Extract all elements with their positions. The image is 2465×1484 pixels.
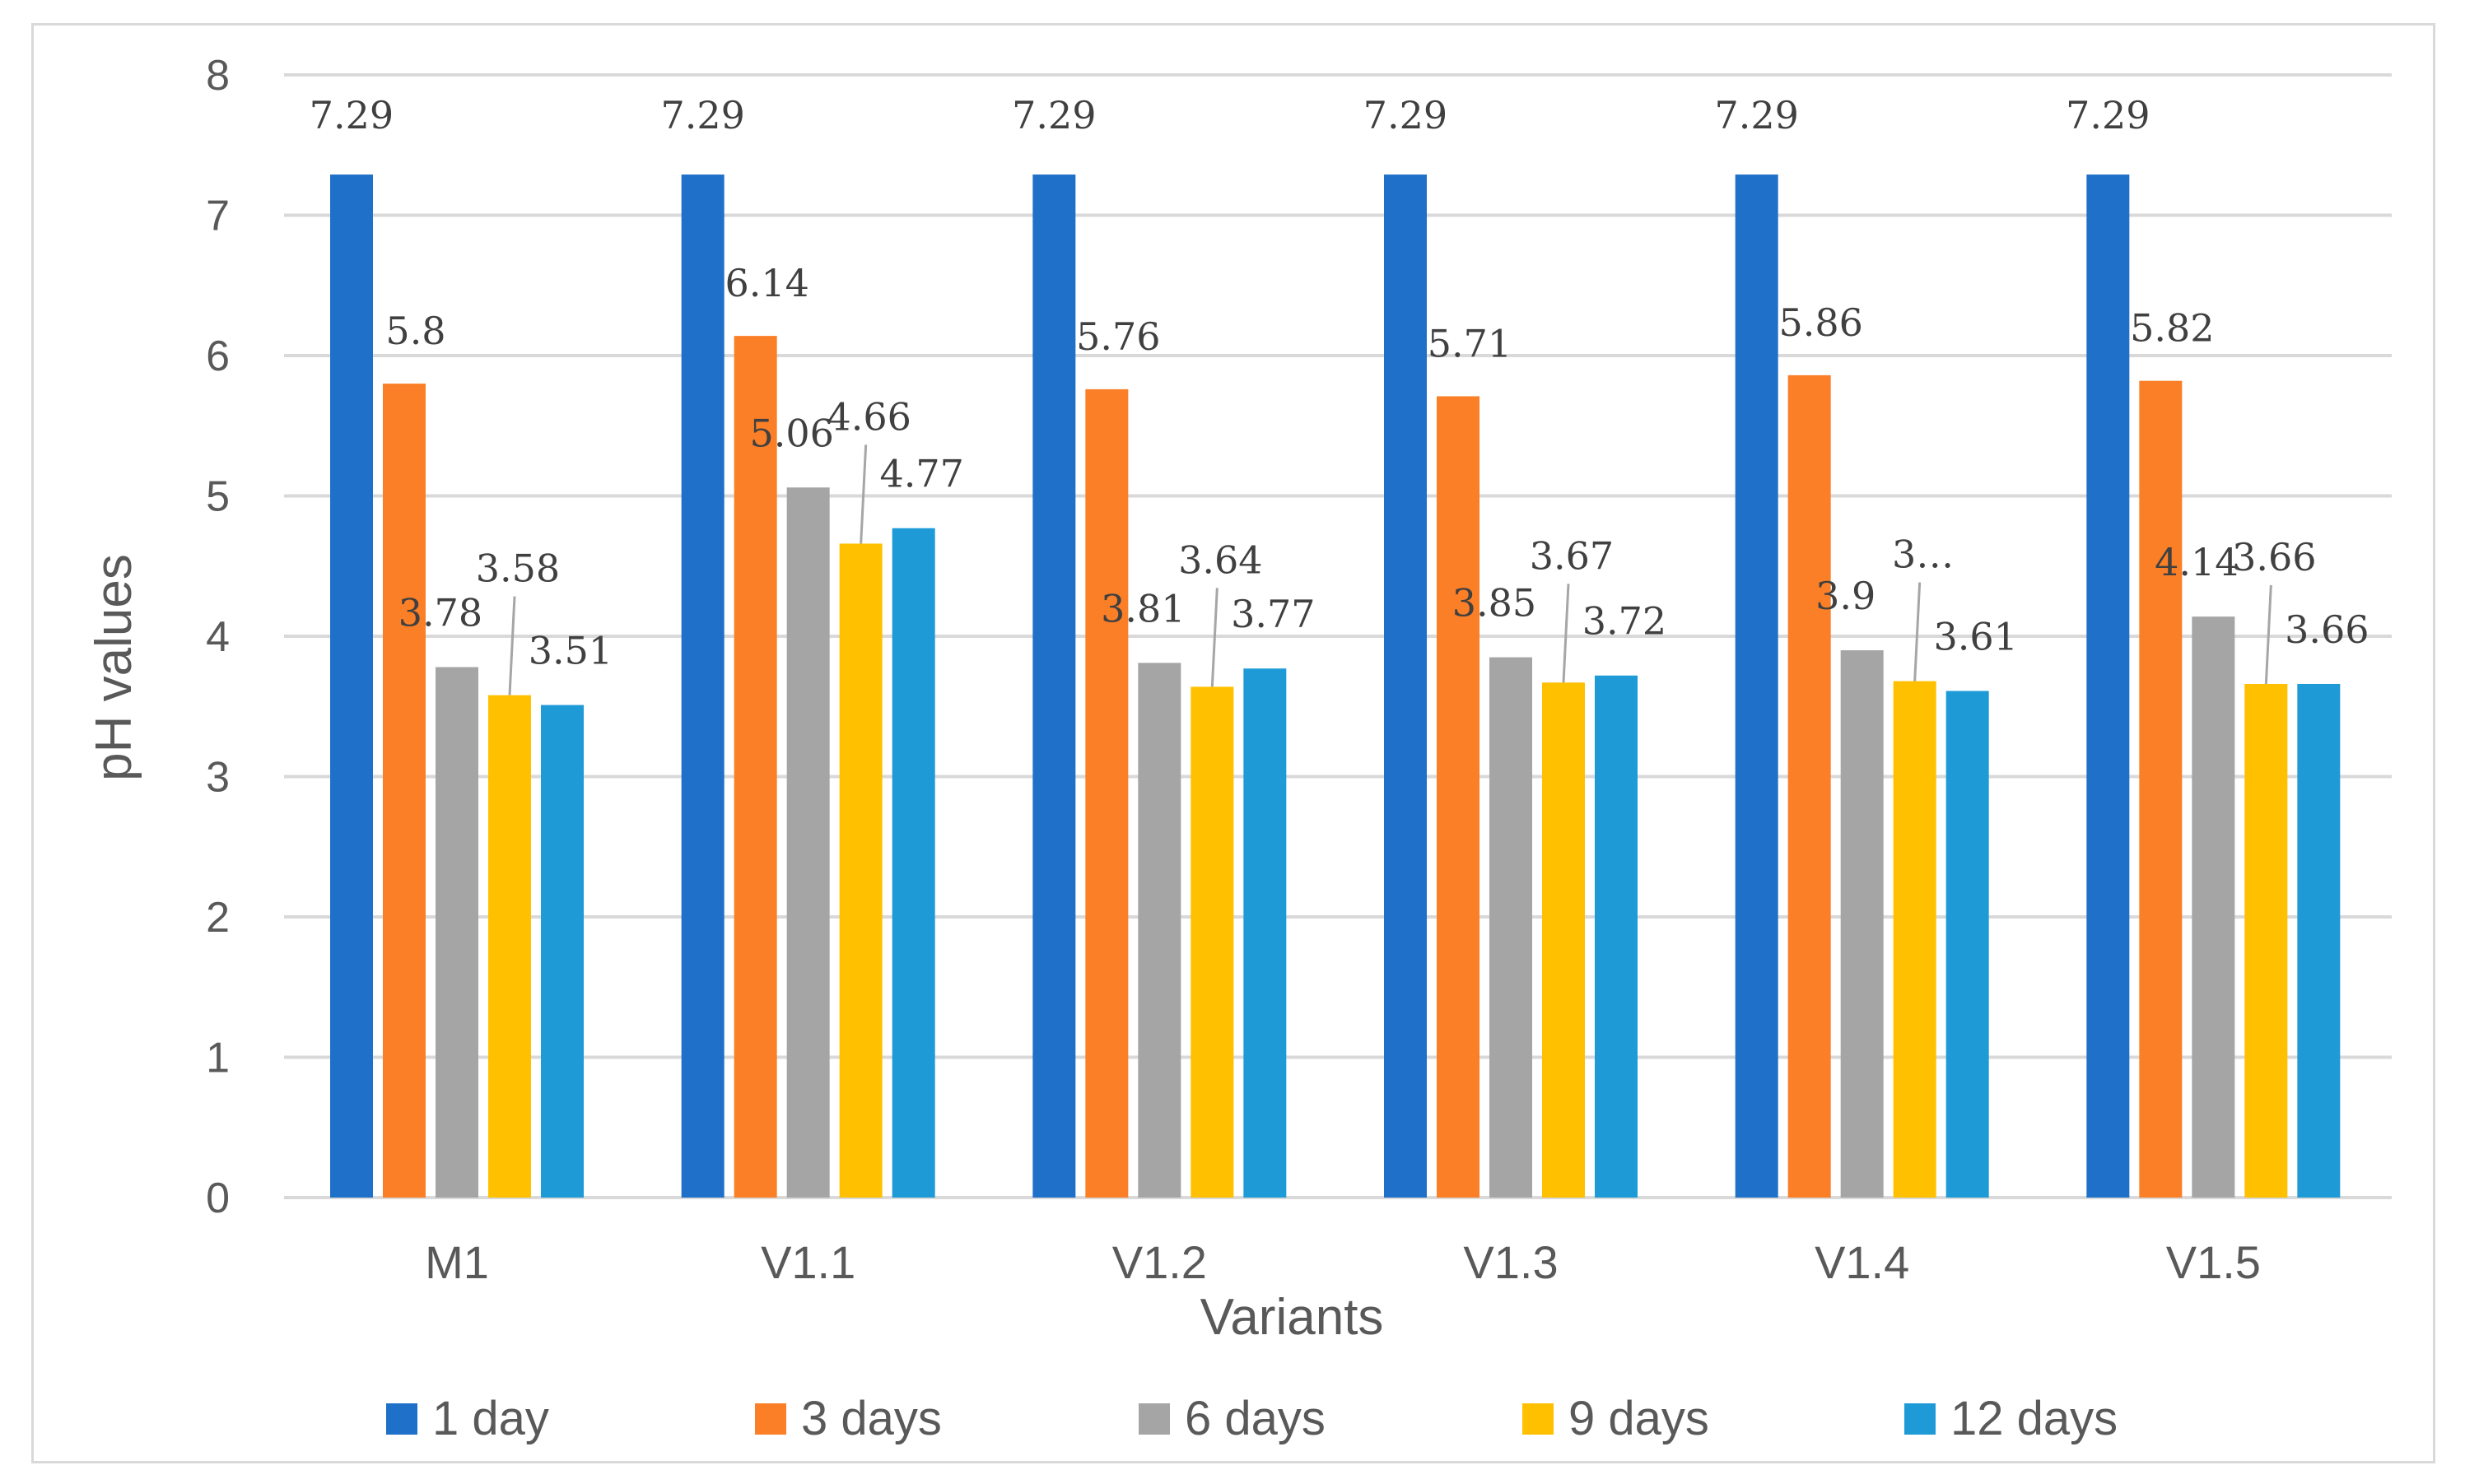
data-label: 3.64 (1178, 537, 1262, 582)
data-label: 3.9 (1815, 574, 1876, 618)
x-axis-title: Variants (1200, 1289, 1384, 1346)
data-label: 5.82 (2130, 306, 2214, 351)
data-label: 4.14 (2155, 540, 2239, 584)
bar-9-days-V1.5 (2244, 683, 2288, 1198)
data-label: 7.29 (660, 93, 744, 137)
chart-frame: 0 1 2 3 4 5 6 7 8 7.29 7.29 7.29 7.29 7.29 7.29 5.8 6.14… (31, 23, 2435, 1463)
x-tick-label: V1.5 (2166, 1236, 2261, 1288)
data-label: 3.85 (1452, 581, 1536, 626)
bar-12-days-V1.2 (1243, 668, 1287, 1198)
data-label: 3.51 (529, 629, 613, 673)
y-tick-label: 7 (206, 193, 230, 240)
x-tick-label: V1.2 (1112, 1236, 1207, 1288)
bar-12-days-V1.3 (1595, 675, 1638, 1198)
legend-swatch-9-days (1522, 1403, 1554, 1435)
x-tick-label: V1.4 (1815, 1236, 1909, 1288)
y-tick-label: 6 (206, 333, 230, 380)
x-tick-label: V1.3 (1463, 1236, 1558, 1288)
bar-12-days-V1.5 (2297, 683, 2341, 1198)
data-label: 3… (1892, 533, 1954, 577)
bar-12-days-M1 (541, 705, 584, 1198)
legend-swatch-1-day (386, 1403, 417, 1435)
bar-6-days-V1.5 (2192, 616, 2235, 1198)
bar-1-day-V1.1 (681, 174, 725, 1198)
bar-12-days-V1.4 (1945, 691, 1989, 1198)
bar-3-days-V1.2 (1085, 388, 1129, 1198)
data-label: 7.29 (310, 93, 394, 137)
data-label: 5.06 (749, 411, 833, 455)
data-label: 3.58 (476, 547, 560, 591)
data-label: 6.14 (725, 261, 808, 305)
data-label-leader-line (508, 596, 516, 695)
x-tick-label: M1 (425, 1236, 489, 1288)
bar-chart: 0 1 2 3 4 5 6 7 8 7.29 7.29 7.29 7.29 7.29 7.29 5.8 6.14… (86, 52, 2392, 1445)
y-tick-label: 0 (206, 1175, 230, 1222)
legend-label-3-days: 3 days (801, 1392, 942, 1445)
data-label: 3.81 (1101, 586, 1185, 630)
data-label-leader-line (2264, 584, 2272, 685)
y-tick-label: 4 (206, 613, 230, 661)
bar-3-days-V1.1 (734, 336, 777, 1198)
bar-3-days-V1.4 (1787, 374, 1831, 1198)
bar-1-day-M1 (330, 174, 373, 1198)
data-label: 7.29 (2066, 93, 2150, 137)
data-label-leader-line (1562, 584, 1570, 683)
data-label: 5.86 (1778, 300, 1862, 345)
legend-swatch-6-days (1139, 1403, 1170, 1435)
data-label: 3.66 (2232, 535, 2316, 579)
data-label-leader-line (1210, 588, 1219, 687)
bar-1-day-V1.5 (2086, 174, 2130, 1198)
y-tick-label: 5 (206, 473, 230, 521)
legend-label-9-days: 9 days (1568, 1392, 1709, 1445)
data-label: 3.67 (1530, 533, 1614, 578)
bar-6-days-V1.1 (786, 487, 830, 1198)
data-label: 3.66 (2285, 607, 2369, 652)
legend-swatch-12-days (1904, 1403, 1936, 1435)
data-label: 3.77 (1231, 592, 1315, 636)
bar-9-days-V1.2 (1191, 686, 1234, 1198)
y-tick-label: 1 (206, 1035, 230, 1082)
data-label: 3.78 (398, 591, 482, 635)
data-label: 7.29 (1714, 93, 1798, 137)
y-tick-label: 2 (206, 894, 230, 942)
bar-9-days-V1.3 (1542, 682, 1585, 1198)
y-axis-title: pH values (86, 554, 142, 781)
legend-label-6-days: 6 days (1185, 1392, 1326, 1445)
bar-9-days-V1.4 (1893, 681, 1936, 1198)
bar-9-days-V1.1 (839, 543, 883, 1198)
bar-1-day-V1.2 (1032, 174, 1076, 1198)
x-tick-label: V1.1 (761, 1236, 855, 1288)
y-tick-label: 3 (206, 754, 230, 802)
bar-3-days-V1.3 (1437, 396, 1479, 1198)
bar-1-day-V1.3 (1384, 174, 1427, 1198)
legend-label-1-day: 1 day (432, 1392, 549, 1445)
data-label: 4.66 (827, 394, 911, 439)
data-label-leader-line (1913, 582, 1922, 682)
bar-9-days-M1 (488, 695, 531, 1198)
data-label: 7.29 (1363, 93, 1447, 137)
bar-6-days-V1.4 (1840, 650, 1884, 1198)
y-tick-label: 8 (206, 52, 230, 100)
data-label: 5.76 (1076, 314, 1160, 359)
legend-swatch-3-days (755, 1403, 786, 1435)
data-label: 5.71 (1428, 321, 1512, 365)
bar-6-days-V1.3 (1489, 657, 1532, 1198)
data-label: 5.8 (385, 309, 445, 353)
data-label-leader-line (860, 444, 868, 544)
data-label: 3.72 (1582, 599, 1666, 644)
data-label: 7.29 (1012, 93, 1096, 137)
legend-label-12-days: 12 days (1950, 1392, 2118, 1445)
data-label: 4.77 (879, 452, 963, 496)
bar-3-days-V1.5 (2139, 380, 2183, 1198)
bar-3-days-M1 (383, 384, 426, 1198)
data-label: 3.61 (1933, 614, 2017, 658)
bar-6-days-V1.2 (1138, 663, 1181, 1198)
bar-6-days-M1 (436, 667, 478, 1198)
bar-1-day-V1.4 (1735, 174, 1778, 1198)
bar-12-days-V1.1 (892, 528, 935, 1198)
